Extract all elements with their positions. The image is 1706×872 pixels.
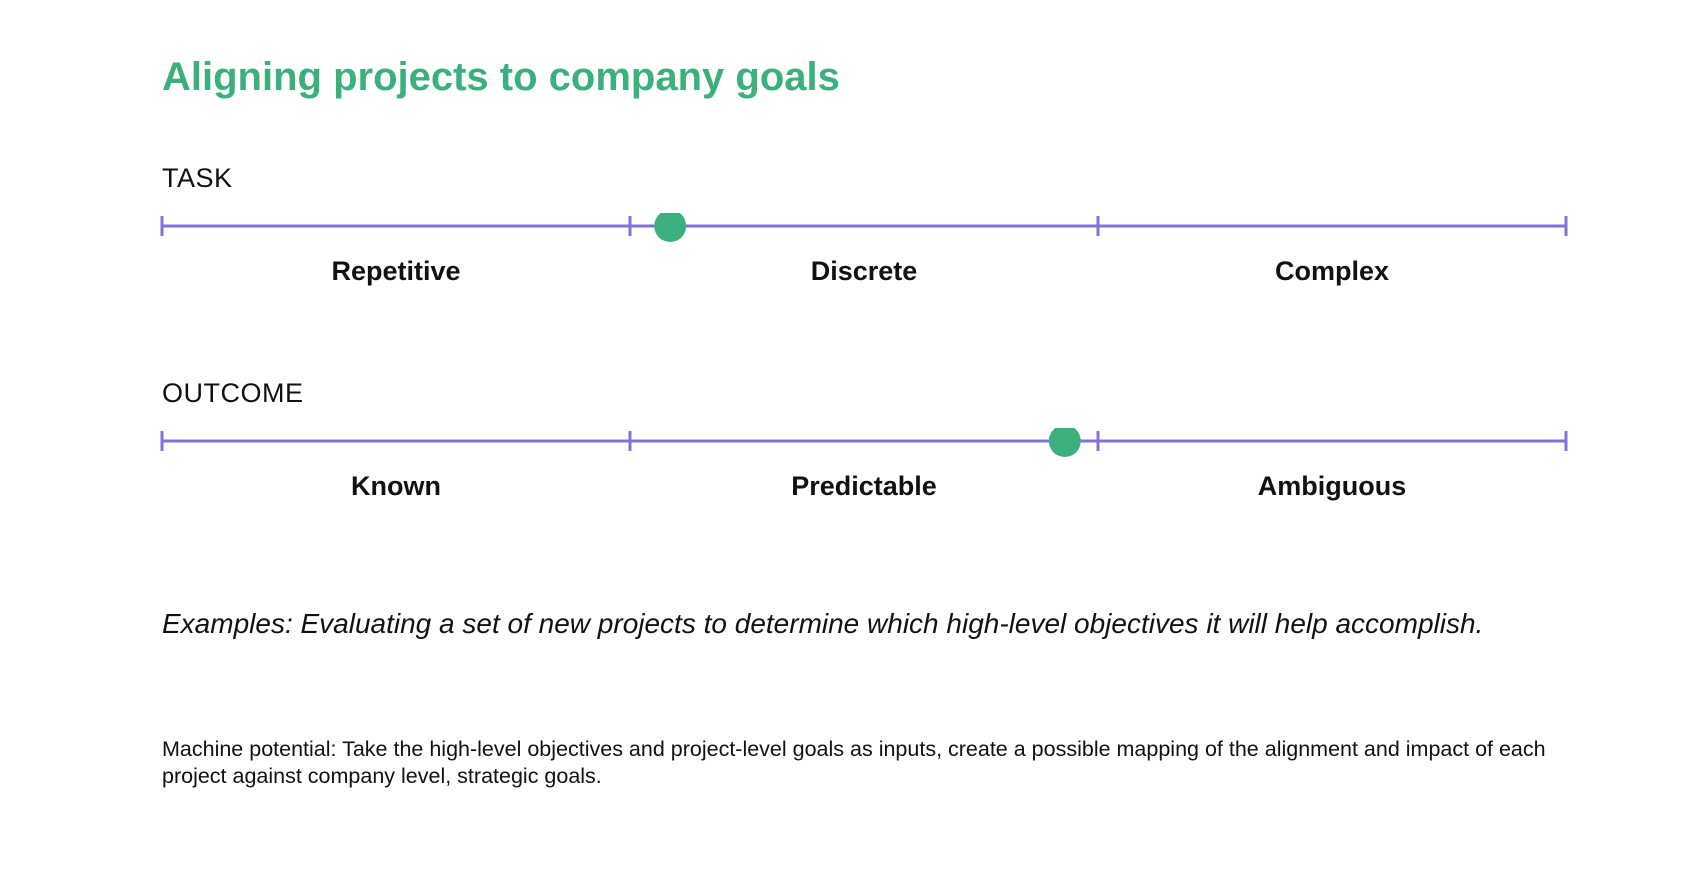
machine-potential-text: Machine potential: Take the high-level o… [162,737,1546,788]
outcome-scale-marker [1048,428,1081,457]
outcome-scale: Known Predictable Ambiguous [0,428,1706,528]
task-scale: Repetitive Discrete Complex [0,213,1706,313]
task-scale-label: TASK [162,163,233,193]
task-scale-axis [160,213,1568,242]
examples-text: Examples: Evaluating a set of new projec… [162,608,1484,639]
outcome-segment-predictable: Predictable [791,471,937,501]
task-scale-marker [654,213,687,242]
outcome-segment-ambiguous: Ambiguous [1257,471,1407,501]
page-title: Aligning projects to company goals [162,55,840,99]
outcome-segment-known: Known [351,471,441,501]
task-segment-repetitive: Repetitive [331,256,461,286]
task-segment-discrete: Discrete [810,256,918,286]
task-segment-complex: Complex [1274,256,1390,286]
outcome-scale-label: OUTCOME [162,378,304,408]
outcome-scale-axis [160,428,1568,457]
